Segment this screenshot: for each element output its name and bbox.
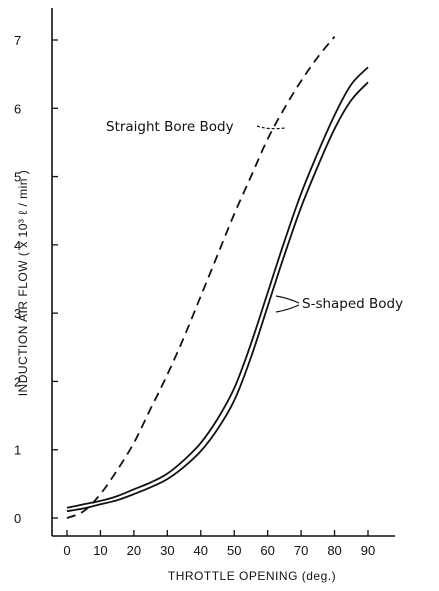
plot-area: 0 10 20 30 40 50 60 70 80 90 0 1 2 3 4 5 6 7 [14, 8, 395, 558]
y-tick-label: 3 [14, 306, 21, 321]
y-tick-label: 7 [14, 33, 21, 48]
series-straight-bore-body-line [66, 36, 336, 519]
x-tick-label: 70 [294, 543, 308, 558]
annotation-leader-straight-bore [256, 125, 286, 130]
annotation-leader-s-shaped-upper [275, 295, 300, 304]
x-tick-label: 80 [327, 543, 341, 558]
x-axis-label: THROTTLE OPENING (deg.) [168, 569, 336, 583]
x-tick-label: 30 [160, 543, 174, 558]
x-tick-label: 60 [260, 543, 274, 558]
x-tick-label: 20 [127, 543, 141, 558]
annotation-leader-s-shaped-lower [275, 304, 300, 313]
annotation-s-shaped-body: S-shaped Body [302, 296, 403, 312]
y-tick-label: 5 [14, 170, 21, 185]
series-s-shaped-body-lower-line [66, 81, 369, 513]
y-tick-label: 1 [14, 443, 21, 458]
y-tick-label: 2 [14, 374, 21, 389]
y-tick-label: 6 [14, 101, 21, 116]
series-layer [66, 36, 369, 519]
x-tick-label: 0 [63, 543, 70, 558]
y-tick-label: 4 [14, 238, 21, 253]
y-ticks: 0 1 2 3 4 5 6 7 [14, 33, 58, 526]
x-tick-label: 10 [93, 543, 107, 558]
x-tick-label: 90 [361, 543, 375, 558]
series-s-shaped-body-upper-line [66, 66, 369, 509]
x-tick-label: 50 [227, 543, 241, 558]
y-axis-label: INDUCTION AIR FLOW ( x 10³ ℓ / min ) [16, 170, 30, 397]
annotation-layer [256, 125, 300, 313]
x-ticks: 0 10 20 30 40 50 60 70 80 90 [63, 530, 375, 558]
x-tick-label: 40 [194, 543, 208, 558]
y-tick-label: 0 [14, 511, 21, 526]
annotation-straight-bore-body: Straight Bore Body [106, 119, 234, 135]
